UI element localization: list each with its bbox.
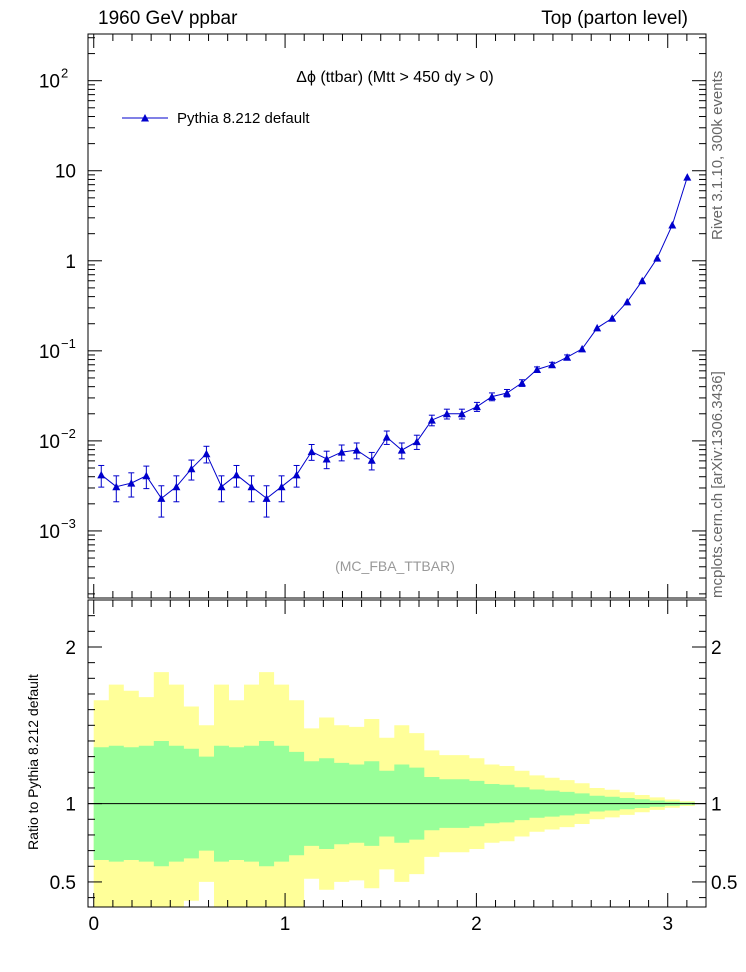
axes-frames <box>87 33 707 908</box>
chart-title: Δϕ (ttbar) (Mtt > 450 dy > 0) <box>296 69 494 86</box>
data-point <box>623 297 632 306</box>
data-point <box>457 409 466 418</box>
y-tick-exponent: −2 <box>61 426 76 441</box>
y-tick-label: 1 <box>65 252 76 273</box>
data-point <box>217 482 226 491</box>
data-point <box>593 323 602 332</box>
legend-label: Pythia 8.212 default <box>177 110 310 127</box>
y-tick-label: 10 <box>39 72 60 93</box>
ratio-frame <box>87 599 707 908</box>
ratio-bands <box>88 672 706 907</box>
data-point <box>322 454 331 463</box>
data-point <box>683 173 692 181</box>
ratio-y-tick-label: 0.5 <box>50 873 76 894</box>
y-tick-label: 10 <box>39 522 60 543</box>
data-point <box>668 220 677 229</box>
x-tick-label: 1 <box>280 914 291 935</box>
ratio-ylabel: Ratio to Pythia 8.212 default <box>25 674 41 850</box>
data-point <box>352 446 361 454</box>
analysis-watermark: (MC_FBA_TTBAR) <box>335 558 455 574</box>
data-point <box>187 464 196 473</box>
data-point <box>548 360 557 369</box>
data-point <box>367 456 376 464</box>
data-point <box>502 389 511 397</box>
rivet-version: Rivet 3.1.10, 300k events <box>709 70 726 240</box>
data-point <box>638 276 647 285</box>
series-line <box>100 176 688 500</box>
ratio-y-tick-label-right: 2 <box>711 638 722 659</box>
ratio-y-tick-label: 2 <box>65 638 76 659</box>
ratio-y-tick-label-right: 1 <box>711 795 722 816</box>
x-tick-label: 3 <box>662 914 673 935</box>
series-pythia <box>97 173 692 518</box>
legend-marker <box>141 114 149 122</box>
data-point <box>247 482 256 491</box>
ratio-y-tick-label: 1 <box>65 795 76 816</box>
data-point <box>262 494 271 502</box>
data-point <box>127 479 136 487</box>
header-process: Top (parton level) <box>541 8 688 29</box>
data-point <box>442 409 451 418</box>
data-point <box>232 470 241 479</box>
data-point <box>142 471 151 480</box>
data-point <box>397 446 406 454</box>
data-point <box>97 470 106 479</box>
y-tick-exponent: −3 <box>61 516 76 531</box>
main-frame <box>87 33 707 599</box>
data-point <box>112 482 121 491</box>
data-point <box>427 416 436 424</box>
header-energy: 1960 GeV ppbar <box>98 8 238 29</box>
data-point <box>307 447 316 456</box>
data-point <box>292 470 301 479</box>
y-tick-exponent: −1 <box>61 336 76 351</box>
axis-ticks <box>88 34 707 907</box>
data-point <box>277 482 286 491</box>
mcplots-credit: mcplots.cern.ch [arXiv:1306.3436] <box>709 371 726 598</box>
y-tick-label: 10 <box>55 162 76 183</box>
data-point <box>337 448 346 456</box>
x-tick-label: 2 <box>471 914 482 935</box>
y-tick-label: 10 <box>39 342 60 363</box>
data-point <box>563 353 572 361</box>
data-point <box>382 433 391 441</box>
data-point <box>412 437 421 446</box>
data-point <box>202 449 211 458</box>
data-point <box>653 254 662 262</box>
legend: Pythia 8.212 default <box>122 110 310 127</box>
data-point <box>472 402 481 411</box>
x-tick-label: 0 <box>88 914 99 935</box>
data-point <box>578 344 587 353</box>
data-point <box>608 314 617 322</box>
y-tick-exponent: 2 <box>61 66 68 81</box>
data-point <box>518 378 527 387</box>
data-point <box>157 494 166 502</box>
data-point <box>487 392 496 401</box>
data-point <box>172 482 181 491</box>
ratio-y-tick-label-right: 0.5 <box>711 873 737 894</box>
y-tick-label: 10 <box>39 432 60 453</box>
data-point <box>533 365 542 374</box>
